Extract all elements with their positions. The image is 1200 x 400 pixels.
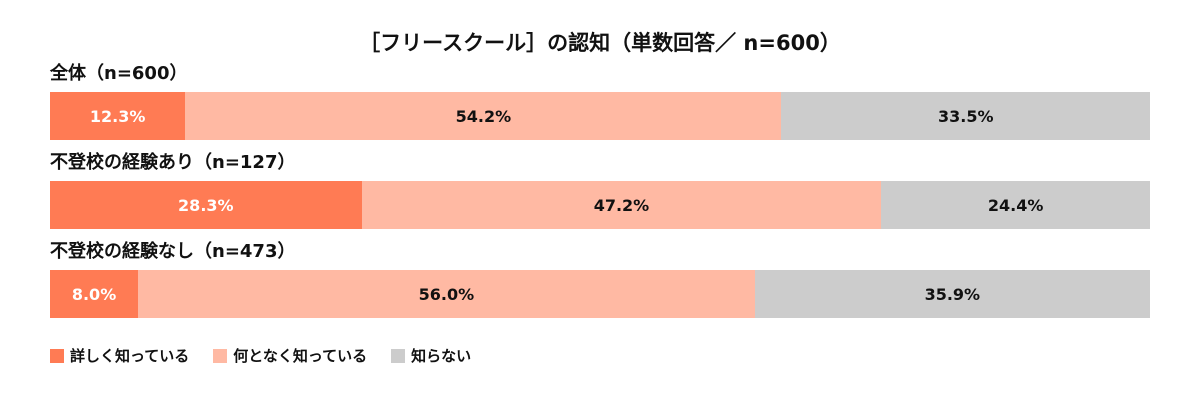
data-label: 24.4% [987,195,1044,215]
legend-item-somewhat: 何となく知っている [213,345,367,366]
legend-item-detailed: 詳しく知っている [50,345,189,366]
bar-absent-no: 8.0% 56.0% 35.9% [50,270,1150,318]
legend-label-detailed: 詳しく知っている [70,347,190,365]
data-label: 47.2% [593,195,650,215]
data-label: 12.3% [89,106,146,126]
group-label-absent-yes: 不登校の経験あり（n=127） [50,152,296,173]
legend-label-somewhat: 何となく知っている [233,347,368,365]
legend: 詳しく知っている 何となく知っている 知らない [50,345,495,366]
seg-somewhat: 56.0% [138,270,755,318]
legend-label-unaware: 知らない [411,347,472,365]
seg-detailed: 8.0% [50,270,139,318]
bar-absent-yes: 28.3% 47.2% 24.4% [50,181,1150,229]
seg-detailed: 12.3% [50,92,186,140]
data-label: 56.0% [418,284,475,304]
legend-item-unaware: 知らない [391,345,471,366]
chart-title: ［フリースクール］の認知（単数回答／ n=600） [359,31,841,55]
data-label: 28.3% [178,195,234,215]
seg-somewhat: 54.2% [185,92,782,140]
seg-somewhat: 47.2% [361,181,882,229]
seg-unaware: 24.4% [881,181,1150,229]
bar-total: 12.3% 54.2% 33.5% [50,92,1150,140]
data-label: 35.9% [924,284,981,304]
data-label: 8.0% [71,284,117,304]
data-label: 54.2% [455,106,512,126]
legend-swatch-detailed [50,348,64,363]
seg-unaware: 35.9% [754,270,1150,318]
seg-unaware: 33.5% [781,92,1150,140]
seg-detailed: 28.3% [50,181,362,229]
group-label-absent-no: 不登校の経験なし（n=473） [50,241,296,262]
legend-swatch-unaware [391,348,406,363]
data-label: 33.5% [937,106,994,126]
group-label-total: 全体（n=600） [50,63,188,84]
legend-swatch-somewhat [213,348,228,363]
